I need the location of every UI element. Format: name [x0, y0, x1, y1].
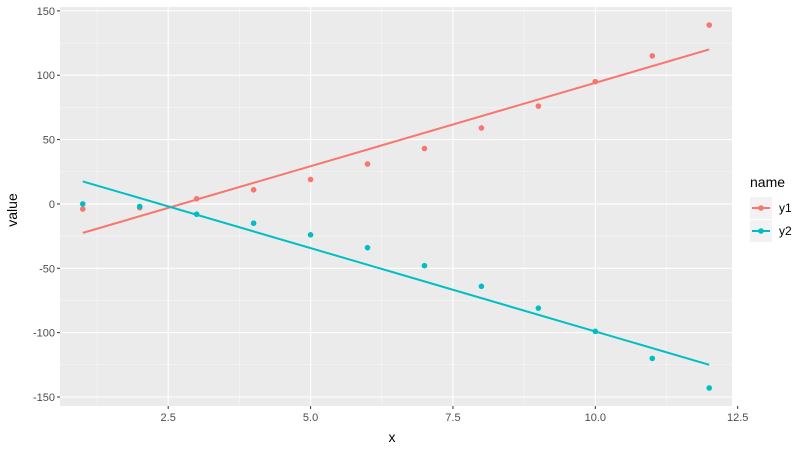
point-y2: [421, 262, 428, 269]
point-y2: [592, 328, 599, 335]
point-y2: [307, 232, 314, 238]
trend-line-y1: [82, 48, 710, 234]
grid-minor: [60, 7, 732, 406]
point-y2: [706, 385, 713, 391]
plot-panel: [60, 7, 732, 406]
point-y1: [478, 125, 485, 131]
legend: name y1 y2: [750, 174, 792, 242]
point-y1: [649, 53, 656, 59]
y-axis: -150 -100 -50 0 50 100 150: [33, 6, 60, 404]
y-tick-label: 150: [37, 6, 55, 18]
point-y1: [421, 145, 428, 152]
x-tick-label: 7.5: [445, 412, 460, 424]
x-tick-label: 10.0: [585, 412, 606, 424]
y-tick-label: -50: [39, 263, 55, 275]
legend-label-y1: y1: [779, 201, 792, 215]
x-axis: 2.5 5.0 7.5 10.0 12.5: [161, 406, 748, 424]
y-tick-label: -100: [33, 328, 55, 340]
y-axis-title: value: [4, 193, 20, 227]
point-y2: [364, 244, 371, 251]
series-layer: [79, 22, 713, 391]
legend-label-y2: y2: [779, 224, 792, 238]
y-tick-label: 0: [49, 199, 55, 211]
point-y2: [250, 220, 257, 227]
legend-key-point-y1: [758, 205, 764, 211]
x-tick-label: 5.0: [303, 412, 318, 424]
point-y2: [535, 305, 542, 311]
legend-key-point-y2: [758, 228, 764, 234]
point-y2: [649, 355, 656, 362]
point-y1: [364, 161, 371, 167]
point-y1: [193, 195, 200, 202]
point-y2: [79, 201, 86, 207]
x-axis-title: x: [389, 429, 396, 445]
legend-items: y1 y2: [750, 197, 792, 242]
point-y1: [79, 206, 86, 212]
point-y1: [307, 176, 314, 183]
point-y1: [592, 78, 599, 85]
point-y1: [535, 103, 542, 109]
grid-major: [60, 7, 732, 406]
y-tick-label: -150: [33, 392, 55, 404]
trend-line-y2: [82, 180, 710, 366]
x-tick-label: 12.5: [727, 412, 748, 424]
point-y2: [136, 203, 143, 210]
point-y2: [193, 211, 200, 218]
y-tick-label: 50: [43, 135, 55, 147]
point-y1: [250, 186, 257, 193]
x-tick-label: 2.5: [161, 412, 176, 424]
y-tick-label: 100: [37, 70, 55, 82]
point-y1: [706, 22, 713, 28]
point-y2: [478, 283, 485, 290]
legend-title: name: [750, 174, 785, 190]
